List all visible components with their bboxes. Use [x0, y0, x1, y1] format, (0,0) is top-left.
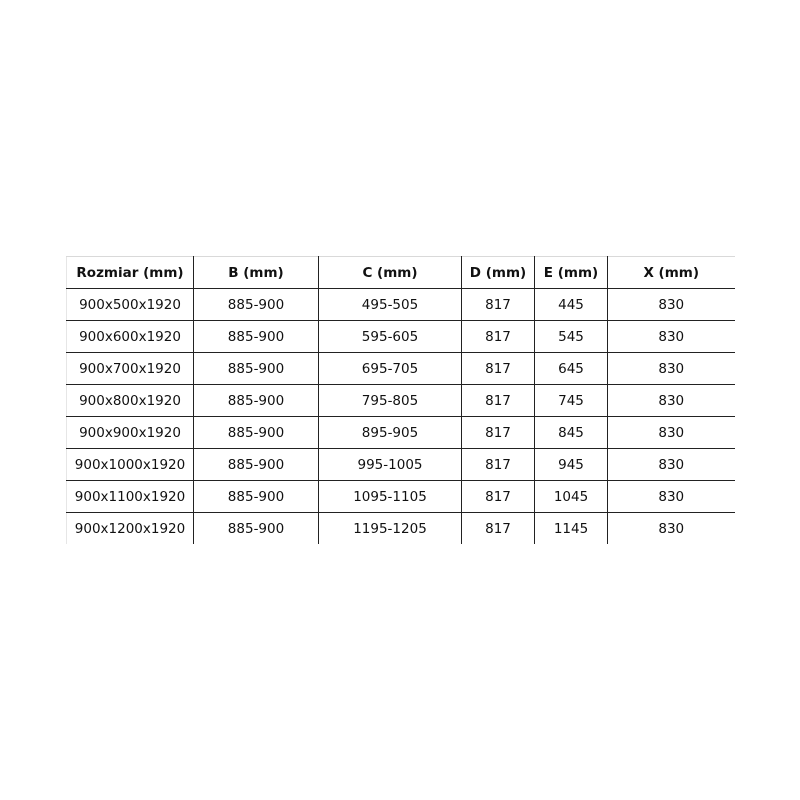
table-cell: 895-905: [318, 416, 462, 449]
table-cell: 1145: [534, 512, 608, 544]
table-cell: 845: [534, 416, 608, 449]
table-row: 900x800x1920 885-900 795-805 817 745 830: [66, 384, 735, 417]
table-cell: 900x600x1920: [66, 320, 194, 353]
table-cell: 817: [461, 416, 535, 449]
table-cell: 595-605: [318, 320, 462, 353]
table-cell: 830: [607, 384, 735, 417]
table-cell: 885-900: [193, 416, 319, 449]
table-cell: 900x1200x1920: [66, 512, 194, 544]
column-header: D (mm): [461, 256, 535, 289]
table-cell: 1045: [534, 480, 608, 513]
table-cell: 1095-1105: [318, 480, 462, 513]
table-cell: 817: [461, 448, 535, 481]
header-row: Rozmiar (mm) B (mm) C (mm) D (mm) E (mm) X (m…: [66, 256, 735, 289]
column-header: E (mm): [534, 256, 608, 289]
dimensions-table: Rozmiar (mm) B (mm) C (mm) D (mm) E (mm) X (m…: [66, 256, 735, 544]
column-header: X (mm): [607, 256, 735, 289]
table-cell: 817: [461, 320, 535, 353]
table-cell: 900x1100x1920: [66, 480, 194, 513]
table-row: 900x1000x1920 885-900 995-1005 817 945 830: [66, 448, 735, 481]
table-cell: 885-900: [193, 448, 319, 481]
table-cell: 900x500x1920: [66, 288, 194, 321]
table-row: 900x900x1920 885-900 895-905 817 845 830: [66, 416, 735, 449]
table-row: 900x1200x1920 885-900 1195-1205 817 1145 830: [66, 512, 735, 544]
table-cell: 900x800x1920: [66, 384, 194, 417]
table-row: 900x600x1920 885-900 595-605 817 545 830: [66, 320, 735, 353]
table-cell: 1195-1205: [318, 512, 462, 544]
table-cell: 817: [461, 288, 535, 321]
column-header: B (mm): [193, 256, 319, 289]
table-cell: 945: [534, 448, 608, 481]
table-cell: 885-900: [193, 384, 319, 417]
table-cell: 817: [461, 512, 535, 544]
table-cell: 830: [607, 320, 735, 353]
table-row: 900x500x1920 885-900 495-505 817 445 830: [66, 288, 735, 321]
table-cell: 830: [607, 288, 735, 321]
table-cell: 830: [607, 416, 735, 449]
table-cell: 645: [534, 352, 608, 385]
table-cell: 445: [534, 288, 608, 321]
column-header: C (mm): [318, 256, 462, 289]
table-cell: 885-900: [193, 480, 319, 513]
table-cell: 495-505: [318, 288, 462, 321]
table-cell: 900x1000x1920: [66, 448, 194, 481]
table-cell: 817: [461, 480, 535, 513]
table-row: 900x1100x1920 885-900 1095-1105 817 1045 830: [66, 480, 735, 513]
table-cell: 900x700x1920: [66, 352, 194, 385]
column-header: Rozmiar (mm): [66, 256, 194, 289]
table-cell: 885-900: [193, 288, 319, 321]
table-cell: 885-900: [193, 512, 319, 544]
table-cell: 830: [607, 352, 735, 385]
table-cell: 817: [461, 352, 535, 385]
table-cell: 830: [607, 448, 735, 481]
table-row: 900x700x1920 885-900 695-705 817 645 830: [66, 352, 735, 385]
table-cell: 545: [534, 320, 608, 353]
table-cell: 695-705: [318, 352, 462, 385]
table-cell: 830: [607, 480, 735, 513]
table-cell: 830: [658, 520, 685, 537]
table-cell: 900x900x1920: [66, 416, 194, 449]
table-cell: 817: [461, 384, 535, 417]
table-cell: 795-805: [318, 384, 462, 417]
table-cell: 885-900: [193, 352, 319, 385]
table-cell: 885-900: [193, 320, 319, 353]
table-cell: 745: [534, 384, 608, 417]
table-cell: 995-1005: [318, 448, 462, 481]
